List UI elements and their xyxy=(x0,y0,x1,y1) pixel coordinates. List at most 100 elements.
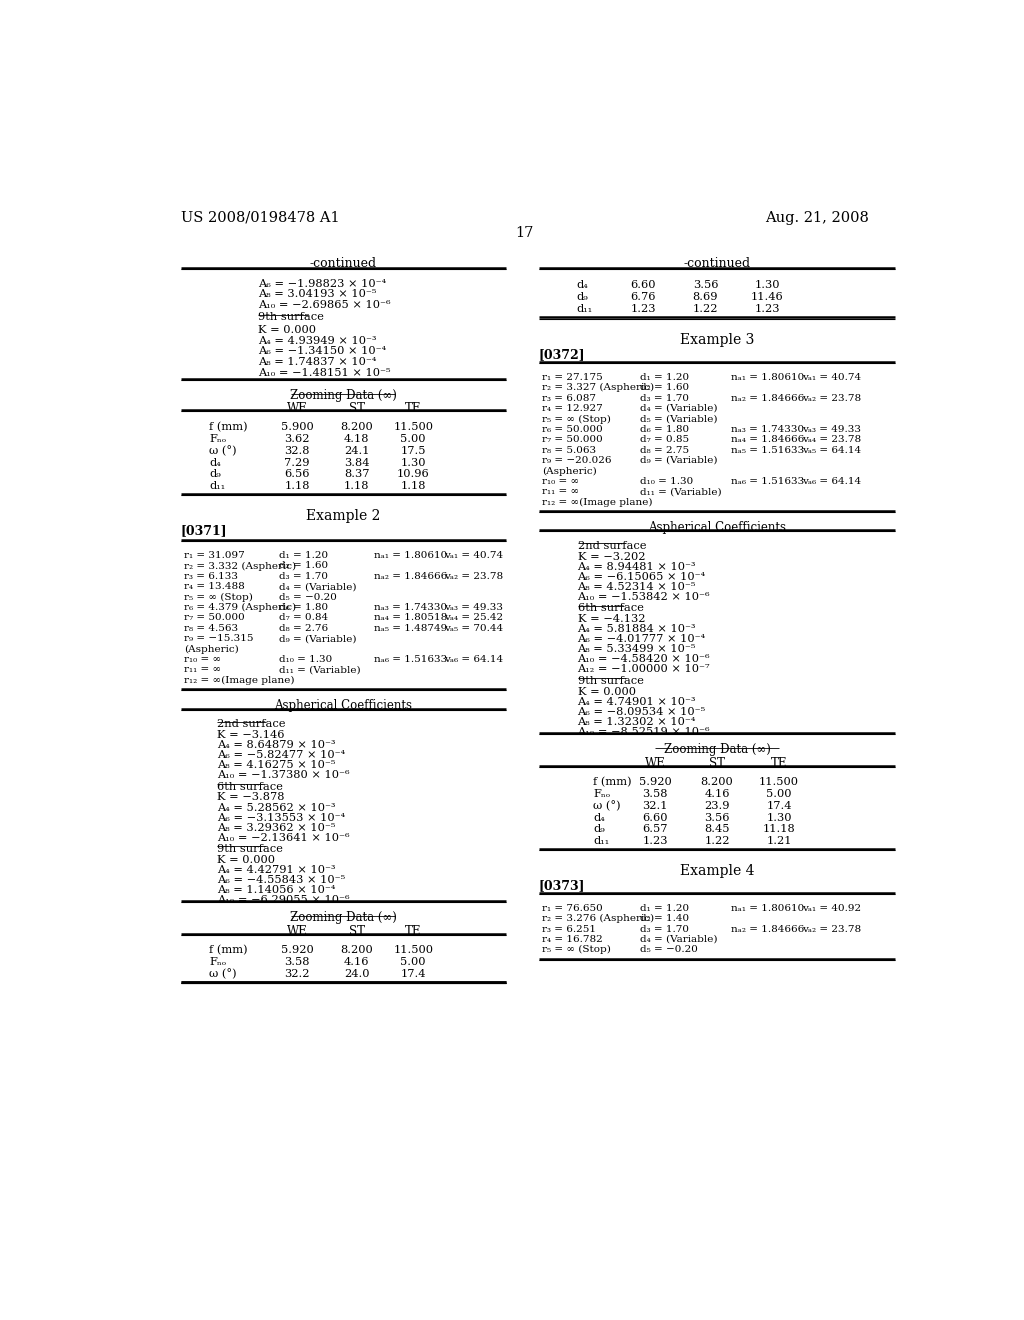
Text: d₅ = −0.20: d₅ = −0.20 xyxy=(640,945,697,954)
Text: r₇ = 50.000: r₇ = 50.000 xyxy=(542,436,602,445)
Text: r₅ = ∞ (Stop): r₅ = ∞ (Stop) xyxy=(542,414,610,424)
Text: d₇ = 0.84: d₇ = 0.84 xyxy=(280,614,329,623)
Text: r₉ = −15.315: r₉ = −15.315 xyxy=(183,635,253,643)
Text: A₁₀ = −2.13641 × 10⁻⁶: A₁₀ = −2.13641 × 10⁻⁶ xyxy=(217,833,350,842)
Text: 7.29: 7.29 xyxy=(285,458,309,467)
Text: r₉ = −20.026: r₉ = −20.026 xyxy=(542,455,611,465)
Text: 4.16: 4.16 xyxy=(344,957,370,966)
Text: A₆ = −3.13553 × 10⁻⁴: A₆ = −3.13553 × 10⁻⁴ xyxy=(217,813,345,822)
Text: nₐ₂ = 1.84666: nₐ₂ = 1.84666 xyxy=(731,924,804,933)
Text: A₄ = 4.93949 × 10⁻³: A₄ = 4.93949 × 10⁻³ xyxy=(258,335,377,346)
Text: r₄ = 16.782: r₄ = 16.782 xyxy=(542,935,602,944)
Text: 5.920: 5.920 xyxy=(639,776,672,787)
Text: nₐ₁ = 1.80610: nₐ₁ = 1.80610 xyxy=(731,904,804,912)
Text: [0373]: [0373] xyxy=(539,879,586,892)
Text: WE: WE xyxy=(645,756,666,770)
Text: d₂ = 1.60: d₂ = 1.60 xyxy=(640,383,688,392)
Text: K = −3.202: K = −3.202 xyxy=(578,552,645,562)
Text: A₆ = −1.34150 × 10⁻⁴: A₆ = −1.34150 × 10⁻⁴ xyxy=(258,346,386,356)
Text: [0372]: [0372] xyxy=(539,348,586,362)
Text: A₁₀ = −2.69865 × 10⁻⁶: A₁₀ = −2.69865 × 10⁻⁶ xyxy=(258,300,391,310)
Text: nₐ₆ = 1.51633: nₐ₆ = 1.51633 xyxy=(375,655,447,664)
Text: A₆ = −5.82477 × 10⁻⁴: A₆ = −5.82477 × 10⁻⁴ xyxy=(217,750,345,760)
Text: 1.21: 1.21 xyxy=(766,837,792,846)
Text: 1.18: 1.18 xyxy=(285,482,309,491)
Text: A₄ = 4.42791 × 10⁻³: A₄ = 4.42791 × 10⁻³ xyxy=(217,865,336,875)
Text: [0371]: [0371] xyxy=(180,524,227,537)
Text: vₐ₃ = 49.33: vₐ₃ = 49.33 xyxy=(802,425,861,434)
Text: A₄ = 4.74901 × 10⁻³: A₄ = 4.74901 × 10⁻³ xyxy=(578,697,696,706)
Text: nₐ₄ = 1.80518: nₐ₄ = 1.80518 xyxy=(375,614,447,623)
Text: 8.37: 8.37 xyxy=(344,470,370,479)
Text: A₁₀ = −1.37380 × 10⁻⁶: A₁₀ = −1.37380 × 10⁻⁶ xyxy=(217,770,350,780)
Text: 5.00: 5.00 xyxy=(400,957,426,966)
Text: d₄ = (Variable): d₄ = (Variable) xyxy=(640,404,717,413)
Text: nₐ₅ = 1.51633: nₐ₅ = 1.51633 xyxy=(731,446,804,454)
Text: 3.58: 3.58 xyxy=(642,788,668,799)
Text: d₉: d₉ xyxy=(575,292,588,302)
Text: 6.60: 6.60 xyxy=(642,813,668,822)
Text: r₇ = 50.000: r₇ = 50.000 xyxy=(183,614,245,623)
Text: f (mm): f (mm) xyxy=(593,776,632,787)
Text: A₈ = 4.16275 × 10⁻⁵: A₈ = 4.16275 × 10⁻⁵ xyxy=(217,760,336,770)
Text: 5.900: 5.900 xyxy=(281,422,313,432)
Text: ω (°): ω (°) xyxy=(209,446,237,457)
Text: A₁₀ = −1.53842 × 10⁻⁶: A₁₀ = −1.53842 × 10⁻⁶ xyxy=(578,591,710,602)
Text: 6.57: 6.57 xyxy=(642,825,668,834)
Text: vₐ₁ = 40.92: vₐ₁ = 40.92 xyxy=(802,904,861,912)
Text: r₃ = 6.087: r₃ = 6.087 xyxy=(542,393,596,403)
Text: d₄ = (Variable): d₄ = (Variable) xyxy=(640,935,717,944)
Text: A₁₀ = −6.29055 × 10⁻⁶: A₁₀ = −6.29055 × 10⁻⁶ xyxy=(217,895,350,906)
Text: K = −3.878: K = −3.878 xyxy=(217,792,285,803)
Text: ST: ST xyxy=(348,403,365,416)
Text: r₂ = 3.332 (Aspheric): r₂ = 3.332 (Aspheric) xyxy=(183,561,296,570)
Text: 17.4: 17.4 xyxy=(766,800,792,810)
Text: A₆ = −6.15065 × 10⁻⁴: A₆ = −6.15065 × 10⁻⁴ xyxy=(578,572,706,582)
Text: A₈ = 5.33499 × 10⁻⁵: A₈ = 5.33499 × 10⁻⁵ xyxy=(578,644,696,655)
Text: d₁₀ = 1.30: d₁₀ = 1.30 xyxy=(280,655,333,664)
Text: 8.69: 8.69 xyxy=(692,292,718,302)
Text: WE: WE xyxy=(287,925,307,939)
Text: d₅ = −0.20: d₅ = −0.20 xyxy=(280,593,337,602)
Text: r₄ = 12.927: r₄ = 12.927 xyxy=(542,404,602,413)
Text: A₁₀ = −4.58420 × 10⁻⁶: A₁₀ = −4.58420 × 10⁻⁶ xyxy=(578,655,710,664)
Text: d₉ = (Variable): d₉ = (Variable) xyxy=(280,635,356,643)
Text: 1.30: 1.30 xyxy=(400,458,426,467)
Text: d₆ = 1.80: d₆ = 1.80 xyxy=(280,603,329,612)
Text: 11.18: 11.18 xyxy=(763,825,796,834)
Text: Zooming Data (∞): Zooming Data (∞) xyxy=(664,743,770,756)
Text: 3.56: 3.56 xyxy=(692,280,718,290)
Text: d₁₁: d₁₁ xyxy=(575,304,592,314)
Text: Example 2: Example 2 xyxy=(306,508,381,523)
Text: 6th surface: 6th surface xyxy=(578,603,643,614)
Text: f (mm): f (mm) xyxy=(209,422,248,432)
Text: 17: 17 xyxy=(516,226,534,240)
Text: 8.200: 8.200 xyxy=(340,945,373,954)
Text: 3.58: 3.58 xyxy=(285,957,309,966)
Text: 24.1: 24.1 xyxy=(344,446,370,455)
Text: r₅ = ∞ (Stop): r₅ = ∞ (Stop) xyxy=(183,593,253,602)
Text: A₆ = −8.09534 × 10⁻⁵: A₆ = −8.09534 × 10⁻⁵ xyxy=(578,706,706,717)
Text: A₈ = 1.32302 × 10⁻⁴: A₈ = 1.32302 × 10⁻⁴ xyxy=(578,717,696,726)
Text: 1.30: 1.30 xyxy=(766,813,792,822)
Text: Example 3: Example 3 xyxy=(680,333,755,347)
Text: 2nd surface: 2nd surface xyxy=(217,719,286,730)
Text: nₐ₁ = 1.80610: nₐ₁ = 1.80610 xyxy=(375,552,447,560)
Text: d₇ = 0.85: d₇ = 0.85 xyxy=(640,436,688,445)
Text: WE: WE xyxy=(287,403,307,416)
Text: 4.16: 4.16 xyxy=(705,788,730,799)
Text: vₐ₅ = 70.44: vₐ₅ = 70.44 xyxy=(444,624,504,632)
Text: TE: TE xyxy=(771,756,787,770)
Text: d₃ = 1.70: d₃ = 1.70 xyxy=(280,572,328,581)
Text: r₆ = 50.000: r₆ = 50.000 xyxy=(542,425,602,434)
Text: A₈ = 1.14056 × 10⁻⁴: A₈ = 1.14056 × 10⁻⁴ xyxy=(217,884,336,895)
Text: 10.96: 10.96 xyxy=(397,470,430,479)
Text: 1.23: 1.23 xyxy=(642,837,668,846)
Text: vₐ₂ = 23.78: vₐ₂ = 23.78 xyxy=(802,924,861,933)
Text: r₁ = 76.650: r₁ = 76.650 xyxy=(542,904,602,912)
Text: nₐ₃ = 1.74330: nₐ₃ = 1.74330 xyxy=(375,603,447,612)
Text: d₁ = 1.20: d₁ = 1.20 xyxy=(640,372,688,381)
Text: vₐ₁ = 40.74: vₐ₁ = 40.74 xyxy=(444,552,504,560)
Text: nₐ₆ = 1.51633: nₐ₆ = 1.51633 xyxy=(731,477,804,486)
Text: r₃ = 6.251: r₃ = 6.251 xyxy=(542,924,596,933)
